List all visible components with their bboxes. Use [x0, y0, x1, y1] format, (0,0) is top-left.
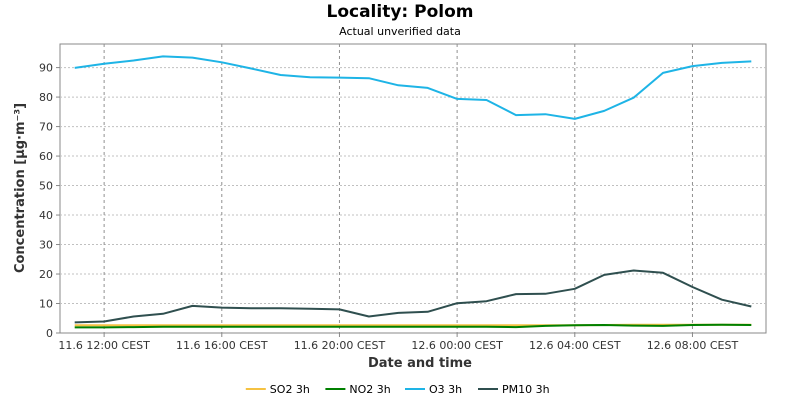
x-tick-label: 11.6 16:00 CEST: [176, 339, 268, 352]
legend: SO2 3h NO2 3h O3 3h PM10 3h: [245, 383, 550, 396]
x-tick-label: 11.6 20:00 CEST: [294, 339, 386, 352]
legend-label-no2-3h: NO2 3h: [349, 383, 390, 396]
legend-label-pm10-3h: PM10 3h: [502, 383, 550, 396]
x-tick-label: 11.6 12:00 CEST: [58, 339, 150, 352]
x-axis-ticks: 11.6 12:00 CEST 11.6 16:00 CEST 11.6 20:00…: [58, 333, 738, 352]
y-tick-label: 70: [39, 121, 53, 134]
y-axis-ticks: 0 10 20 30 40 50 60 70 80 90: [39, 62, 60, 340]
y-tick-label: 30: [39, 239, 53, 252]
y-tick-label: 10: [39, 298, 53, 311]
plot-area: [59, 43, 767, 334]
series-line-o3-3h: [74, 55, 752, 120]
grid: [60, 44, 766, 333]
y-tick-label: 80: [39, 91, 53, 104]
series-line-no2-3h: [74, 323, 752, 329]
chart-subtitle: Actual unverified data: [339, 25, 461, 38]
x-axis-label: Date and time: [368, 356, 472, 371]
y-tick-label: 20: [39, 268, 53, 281]
x-tick-label: 12.6 04:00 CEST: [529, 339, 621, 352]
y-tick-label: 50: [39, 180, 53, 193]
x-tick-label: 12.6 08:00 CEST: [647, 339, 739, 352]
series-line-pm10-3h: [74, 269, 752, 324]
y-axis-label: Concentration [µg·m⁻³]: [13, 103, 28, 273]
legend-label-o3-3h: O3 3h: [429, 383, 462, 396]
legend-label-so2-3h: SO2 3h: [270, 383, 310, 396]
y-tick-label: 0: [46, 327, 53, 340]
y-tick-label: 60: [39, 150, 53, 163]
x-tick-label: 12.6 00:00 CEST: [411, 339, 503, 352]
chart-title: Locality: Polom: [327, 2, 474, 22]
y-tick-label: 40: [39, 209, 53, 222]
y-tick-label: 90: [39, 62, 53, 75]
series-lines: [74, 55, 752, 329]
